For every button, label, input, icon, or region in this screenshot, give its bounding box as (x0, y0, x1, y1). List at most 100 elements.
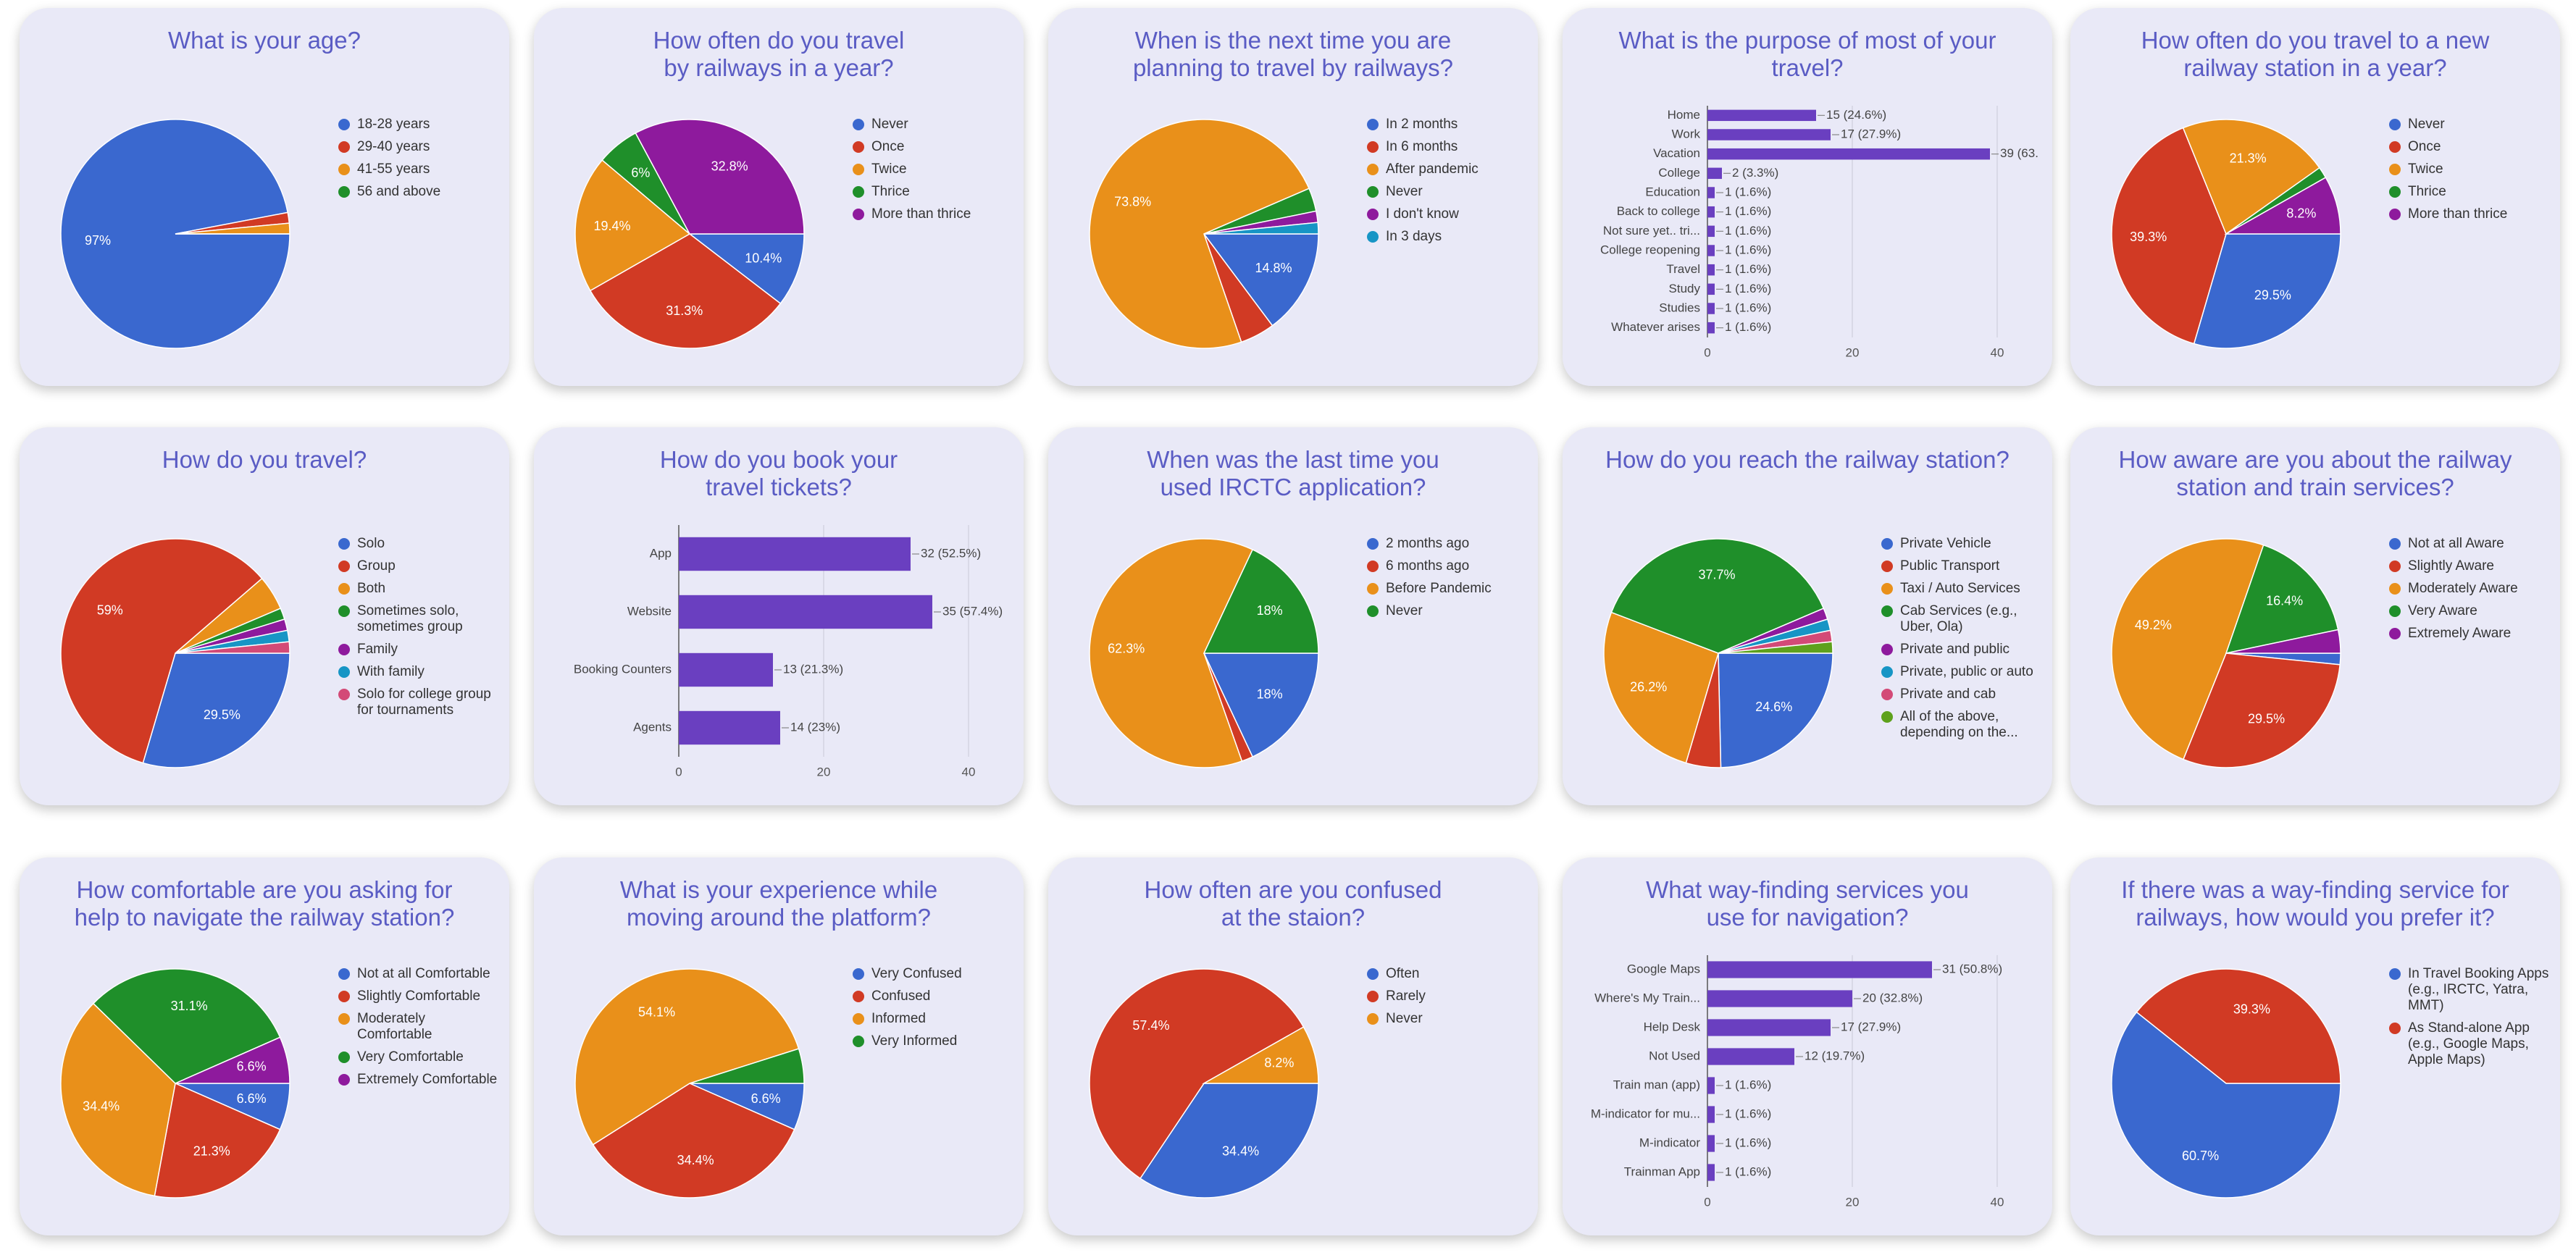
legend-dot (338, 991, 350, 1002)
pie-slice (60, 1002, 176, 1197)
chart: 24.6% 26.2% 37.7% (1603, 538, 1833, 768)
legend-dot (2389, 186, 2401, 198)
legend-dot (338, 605, 350, 617)
slice-label: 18% (1257, 687, 1283, 701)
legend-dot (1367, 538, 1379, 550)
legend-item: In 2 months (1367, 117, 1532, 133)
legend: Not at all Aware Slightly Aware Moderately… (2389, 536, 2554, 648)
legend-label: 41-55 years (357, 161, 430, 177)
chart-title: When is the next time you are planning t… (1132, 27, 1454, 81)
bar (1707, 264, 1715, 276)
slice-label: 29.5% (204, 708, 241, 722)
legend-dot (853, 164, 864, 175)
legend-dot (2389, 968, 2401, 980)
legend-label: Family (357, 642, 398, 657)
x-tick-label: 0 (1704, 1195, 1710, 1209)
chart-title: How often do you travel to a new railway… (2141, 27, 2490, 81)
value-label: 35 (57.4%) (942, 604, 1003, 618)
legend-label: Very Aware (2408, 603, 2477, 618)
legend-label: Private, public or auto (1900, 664, 2033, 679)
bar (1707, 129, 1831, 140)
chart-title: When was the last time you used IRCTC ap… (1147, 446, 1439, 500)
legend-dot (338, 583, 350, 595)
legend-dot (1367, 968, 1379, 980)
legend-label: Thrice (871, 184, 910, 199)
bar (679, 652, 773, 687)
legend-dot (2389, 628, 2401, 639)
pie-slice (1603, 611, 1719, 764)
legend-item: Slightly Aware (2389, 558, 2554, 574)
legend-dot (338, 968, 350, 980)
legend-label: Public Transport (1900, 558, 2000, 574)
x-tick-label: 20 (817, 765, 831, 778)
legend-item: Before Pandemic (1367, 581, 1532, 597)
legend-label: With family (357, 664, 425, 679)
pie-slice (1203, 233, 1319, 327)
legend-label: Sometimes solo, sometimes group (357, 603, 463, 634)
value-label: 1 (1.6%) (1725, 243, 1771, 256)
category-label: Not Used (1649, 1049, 1700, 1062)
chart: 34.4% 57.4% 8.2% (1089, 968, 1319, 1199)
chart-title: How do you book your travel tickets? (659, 446, 898, 500)
legend-dot (2389, 209, 2401, 220)
legend-label: Moderately Comfortable (357, 1011, 432, 1042)
legend-item: Never (1367, 1011, 1532, 1027)
value-label: 1 (1.6%) (1725, 1136, 1771, 1149)
pie-slice (1718, 652, 1833, 768)
legend-label: Very Informed (871, 1033, 958, 1049)
legend-dot (2389, 561, 2401, 572)
bar (1707, 148, 1990, 160)
bar (679, 537, 911, 571)
legend-label: 56 and above (357, 184, 441, 199)
slice-label: 31.3% (666, 303, 703, 318)
legend-label: Not at all Aware (2408, 536, 2504, 551)
chart: 60.7% 39.3% (2111, 968, 2341, 1199)
legend-dot (1367, 605, 1379, 617)
pie-slice (1203, 222, 1319, 235)
slice-label: 62.3% (1108, 641, 1145, 655)
legend-item: Twice (2389, 161, 2554, 177)
legend-dot (1367, 231, 1379, 243)
legend-dot (338, 538, 350, 550)
legend-item: In 6 months (1367, 139, 1532, 155)
legend-item: In Travel Booking Apps (e.g., IRCTC, Yat… (2389, 966, 2554, 1014)
bar (1707, 1164, 1715, 1181)
legend-label: I don't know (1386, 206, 1459, 222)
chart-title: How aware are you about the railway stat… (2118, 446, 2512, 500)
legend-item: Extremely Comfortable (338, 1072, 503, 1088)
pie-slice (687, 233, 805, 305)
legend-label: 18-28 years (357, 117, 430, 132)
legend-item: 2 months ago (1367, 536, 1532, 552)
legend-item: Solo for college group for tournaments (338, 687, 503, 718)
legend-label: Moderately Aware (2408, 581, 2518, 596)
legend-item: 29-40 years (338, 139, 503, 155)
legend-item: Rarely (1367, 989, 1532, 1004)
legend-label: Once (2408, 139, 2441, 154)
category-label: Where's My Train... (1594, 991, 1700, 1004)
pie-slice (574, 159, 691, 292)
bar (1707, 322, 1715, 334)
legend-dot (1367, 186, 1379, 198)
chart-card: How do you reach the railway station? 24.… (1563, 427, 2052, 805)
legend-item: Moderately Aware (2389, 581, 2554, 597)
chart-card: How often do you travel to a new railway… (2070, 8, 2560, 386)
chart-card: When is the next time you are planning t… (1048, 8, 1538, 386)
chart-title: What is your experience while moving aro… (619, 876, 938, 931)
x-tick-label: 0 (675, 765, 682, 778)
slice-label: 24.6% (1755, 700, 1792, 714)
category-label: Education (1645, 185, 1700, 198)
chart-card: What is your experience while moving aro… (534, 857, 1024, 1235)
legend: In 2 months In 6 months After pandemic Neve… (1367, 117, 1532, 251)
bar (1707, 206, 1715, 218)
bar (1707, 1106, 1715, 1123)
category-label: College (1658, 166, 1700, 180)
value-label: 1 (1.6%) (1725, 282, 1771, 295)
chart-card: What is your age? 97% 18-28 years 29-40 yea… (20, 8, 509, 386)
bar (1707, 283, 1715, 295)
legend-dot (338, 119, 350, 130)
slice-label: 6.6% (237, 1091, 267, 1106)
pie-slice (175, 1036, 290, 1084)
bar (1707, 1077, 1715, 1094)
legend-dot (1367, 141, 1379, 153)
value-label: 1 (1.6%) (1725, 1164, 1771, 1178)
